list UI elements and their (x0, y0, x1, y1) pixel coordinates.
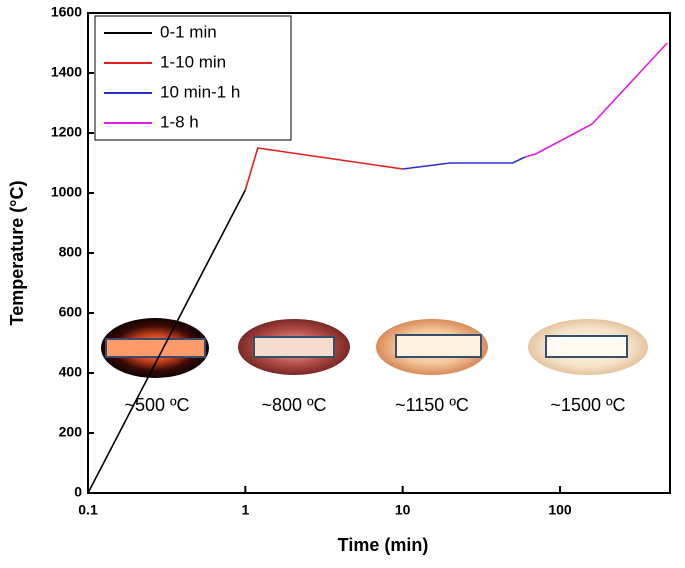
line-series (87, 189, 247, 494)
y-tick-label: 1000 (51, 184, 82, 200)
line-series (402, 156, 526, 170)
sample (545, 335, 628, 358)
photo-label: ~1500 ºC (550, 395, 625, 415)
photo-label: ~1150 ºC (395, 395, 469, 415)
y-tick-label: 200 (59, 424, 83, 440)
line-series (244, 147, 403, 191)
sample (105, 338, 206, 358)
x-tick-label: 100 (548, 502, 572, 518)
line-series (524, 42, 668, 158)
x-tick-label: 10 (395, 502, 411, 518)
y-tick-label: 0 (74, 484, 82, 500)
x-axis-label: Time (min) (338, 535, 429, 555)
legend-label: 10 min-1 h (160, 82, 240, 101)
legend-label: 0-1 min (160, 22, 217, 41)
legend-box (94, 15, 292, 141)
legend-label: 1-8 h (160, 112, 199, 131)
photo-label: ~500 ºC (124, 395, 189, 415)
y-tick-label: 800 (59, 244, 83, 260)
y-tick-label: 1600 (51, 4, 82, 20)
y-tick-label: 400 (59, 364, 83, 380)
y-axis-label: Temperature (°C) (7, 181, 27, 326)
y-tick-label: 1200 (51, 124, 82, 140)
legend-label: 1-10 min (160, 52, 226, 71)
photo-label: ~800 ºC (261, 395, 326, 415)
y-tick-label: 600 (59, 304, 83, 320)
sample (253, 336, 335, 358)
x-tick-label: 0.1 (78, 502, 98, 518)
x-tick-label: 1 (241, 502, 249, 518)
sample (395, 334, 482, 358)
y-tick-label: 1400 (51, 64, 82, 80)
photos (101, 318, 648, 378)
